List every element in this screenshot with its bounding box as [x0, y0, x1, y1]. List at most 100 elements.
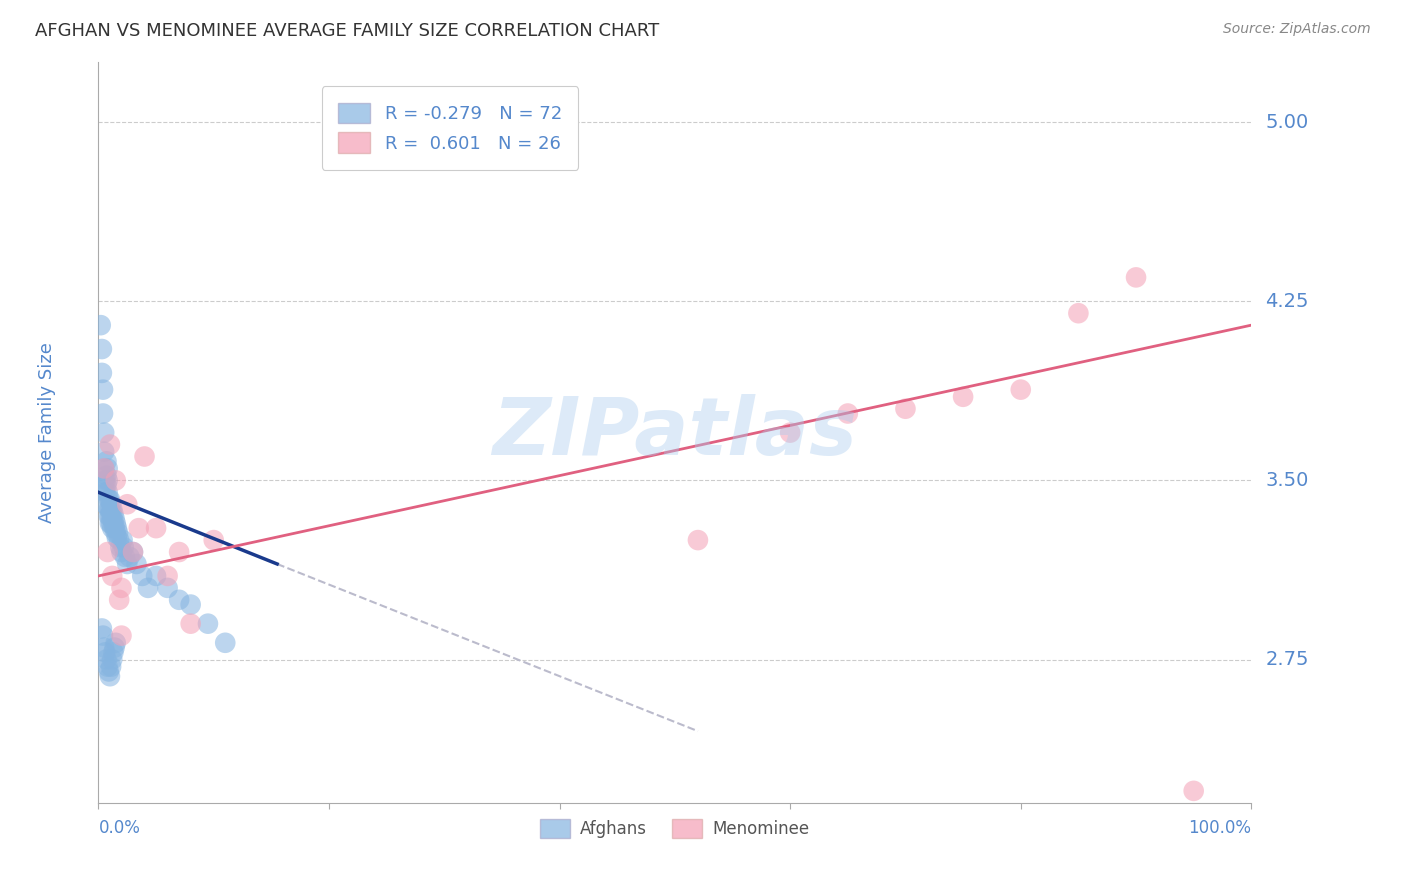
Point [103, 507, 125, 521]
Point [104, 525, 127, 540]
Point [214, 636, 236, 650]
Text: AFGHAN VS MENOMINEE AVERAGE FAMILY SIZE CORRELATION CHART: AFGHAN VS MENOMINEE AVERAGE FAMILY SIZE … [35, 22, 659, 40]
Point [837, 407, 859, 421]
Point [96, 468, 118, 483]
Point [779, 425, 801, 440]
Point [117, 497, 139, 511]
Text: 3.50: 3.50 [1265, 471, 1309, 490]
Point [98, 437, 121, 451]
Point [91, 383, 114, 397]
Point [94, 497, 117, 511]
Point [1067, 306, 1090, 320]
Point [101, 569, 124, 583]
Point [97, 659, 120, 673]
Point [100, 507, 122, 521]
Text: 100.0%: 100.0% [1188, 820, 1251, 838]
Point [90, 318, 112, 333]
Point [122, 545, 145, 559]
Point [101, 511, 124, 525]
Point [104, 474, 127, 488]
Point [145, 569, 167, 583]
Point [97, 665, 120, 679]
Point [93, 444, 115, 458]
Point [101, 521, 124, 535]
Point [103, 516, 125, 531]
Text: ZIPatlas: ZIPatlas [492, 393, 858, 472]
Point [1182, 784, 1205, 798]
Legend: Afghans, Menominee: Afghans, Menominee [531, 810, 818, 847]
Point [90, 342, 112, 356]
Point [108, 592, 131, 607]
Point [105, 531, 128, 545]
Point [98, 516, 121, 531]
Point [98, 509, 121, 524]
Text: 4.25: 4.25 [1265, 292, 1309, 310]
Point [97, 485, 120, 500]
Point [93, 640, 115, 655]
Point [103, 511, 125, 525]
Point [98, 502, 121, 516]
Point [107, 525, 129, 540]
Point [91, 629, 114, 643]
Point [97, 461, 120, 475]
Point [97, 474, 120, 488]
Text: Source: ZipAtlas.com: Source: ZipAtlas.com [1223, 22, 1371, 37]
Point [101, 502, 124, 516]
Point [94, 645, 117, 659]
Point [125, 557, 148, 571]
Point [97, 509, 120, 524]
Point [110, 541, 132, 555]
Point [202, 533, 225, 547]
Point [104, 516, 127, 531]
Text: Average Family Size: Average Family Size [38, 343, 56, 523]
Point [93, 461, 115, 475]
Point [97, 492, 120, 507]
Point [952, 390, 974, 404]
Point [114, 549, 136, 564]
Text: 5.00: 5.00 [1265, 112, 1309, 132]
Point [131, 569, 153, 583]
Point [100, 659, 122, 673]
Point [180, 616, 202, 631]
Text: 0.0%: 0.0% [98, 820, 141, 838]
Point [136, 581, 159, 595]
Point [94, 474, 117, 488]
Point [112, 541, 135, 555]
Point [103, 640, 125, 655]
Point [105, 521, 128, 535]
Point [98, 492, 121, 507]
Point [111, 533, 134, 547]
Point [167, 592, 190, 607]
Point [156, 581, 179, 595]
Point [98, 669, 121, 683]
Point [91, 407, 114, 421]
Point [1125, 270, 1147, 285]
Point [156, 569, 179, 583]
Text: 2.75: 2.75 [1265, 650, 1309, 669]
Point [145, 521, 167, 535]
Point [117, 557, 139, 571]
Point [894, 401, 917, 416]
Point [110, 581, 132, 595]
Point [90, 622, 112, 636]
Point [103, 521, 125, 535]
Point [110, 545, 132, 559]
Point [180, 598, 202, 612]
Point [104, 636, 127, 650]
Point [96, 652, 118, 666]
Point [134, 450, 156, 464]
Point [97, 502, 120, 516]
Point [128, 521, 150, 535]
Point [122, 545, 145, 559]
Point [100, 497, 122, 511]
Point [96, 454, 118, 468]
Point [93, 425, 115, 440]
Point [686, 533, 709, 547]
Point [118, 549, 141, 564]
Point [93, 461, 115, 475]
Point [100, 516, 122, 531]
Point [94, 485, 117, 500]
Point [101, 652, 124, 666]
Point [1010, 383, 1032, 397]
Point [97, 545, 120, 559]
